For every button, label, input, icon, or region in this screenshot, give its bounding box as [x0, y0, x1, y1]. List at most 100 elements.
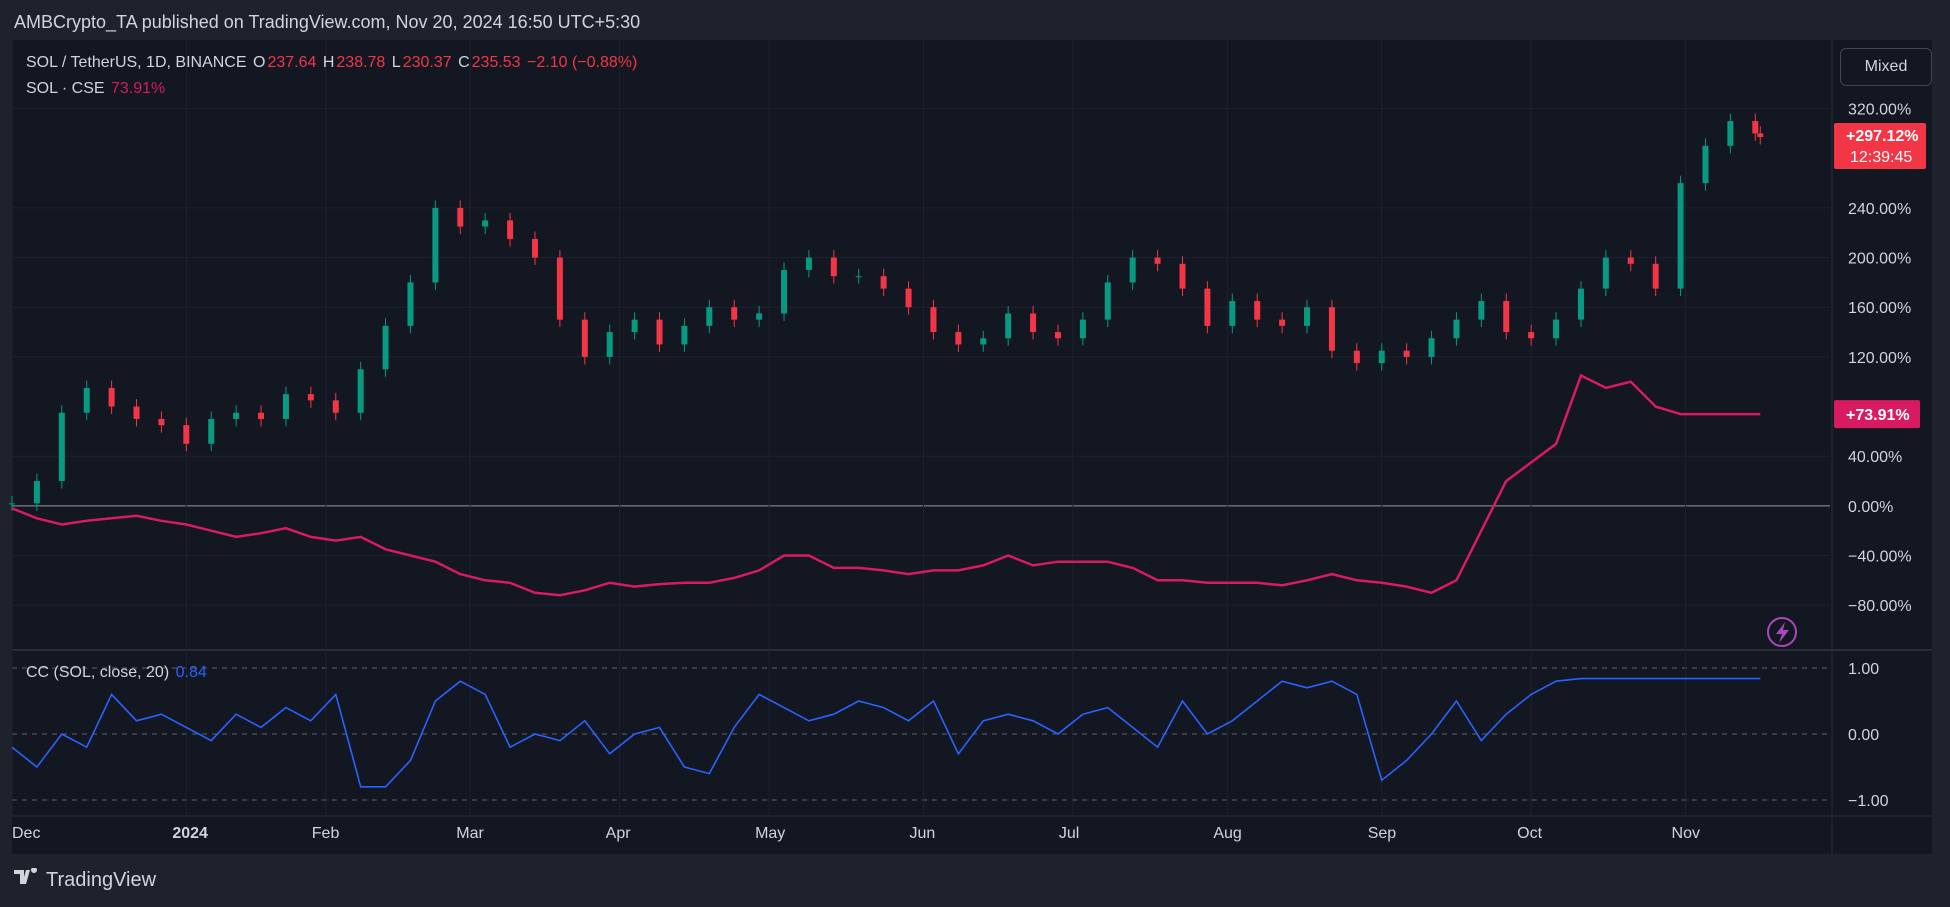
candle-body	[1553, 319, 1560, 339]
grid-lines	[11, 40, 1932, 854]
candle-body	[1702, 145, 1709, 184]
x-tick-label: Aug	[1213, 825, 1241, 842]
candle-body	[1054, 332, 1061, 339]
chart-background	[12, 40, 1932, 854]
candle-body	[1378, 350, 1385, 364]
x-tick-label: Dec	[12, 825, 40, 842]
y-tick-label: 200.00%	[1848, 251, 1911, 268]
compare-legend: SOL · CSE 73.91%	[26, 80, 167, 98]
main-plot	[9, 113, 1764, 597]
x-tick-label: Nov	[1672, 825, 1700, 842]
candle-body	[1005, 313, 1012, 339]
candle-body	[1403, 350, 1410, 357]
legend-h-value: 238.78	[336, 54, 386, 71]
candle-body	[1204, 288, 1211, 326]
footer-brand: TradingView	[46, 868, 157, 891]
lightning-icon-ring	[1767, 617, 1797, 647]
x-tick-label: Apr	[606, 825, 632, 842]
candle-body	[133, 406, 140, 419]
candle-body	[1279, 319, 1286, 326]
candle-body	[980, 338, 987, 345]
cc-y-tick-label: 0.00	[1848, 727, 1879, 744]
y-tick-label: −40.00%	[1848, 549, 1912, 566]
compare-badge	[1834, 400, 1920, 429]
candle-body	[930, 307, 937, 333]
candle-body	[1254, 301, 1261, 320]
candle-body	[1602, 257, 1609, 289]
candle-body	[1478, 301, 1485, 320]
candle-body	[905, 288, 912, 308]
lightning-icon	[1767, 617, 1797, 647]
candle-body	[1129, 257, 1136, 283]
legend-h-label: H	[322, 54, 335, 71]
candle-body	[9, 503, 15, 505]
legend-l-label: L	[391, 54, 401, 71]
cc-y-tick-label: 1.00	[1848, 661, 1879, 678]
candle-body	[183, 425, 190, 444]
candle-body	[1577, 288, 1584, 320]
legend-o-value: 237.64	[267, 54, 317, 71]
candle-body	[1652, 263, 1659, 289]
tradingview-logo-icon	[14, 867, 40, 892]
candle-body	[781, 270, 788, 314]
legend-l-value: 230.37	[402, 54, 452, 71]
candle-body	[955, 332, 962, 345]
compare-badge-pct: +73.91%	[1846, 407, 1910, 424]
cc-legend: CC (SOL, close, 20) 0.84	[26, 664, 209, 682]
compare-line	[11, 373, 1761, 597]
compare-symbol: SOL · CSE	[26, 80, 105, 97]
candle-body	[432, 207, 439, 283]
candle-body	[332, 400, 339, 413]
footer: TradingView	[14, 867, 157, 892]
candle-body	[706, 307, 713, 326]
legend-c-label: C	[458, 54, 470, 71]
candle-body	[1328, 307, 1335, 351]
candle-body	[656, 319, 663, 345]
candle-body	[1752, 121, 1759, 134]
axes: 320.00% 240.00% 200.00% 160.00% 120.00% 40.00…	[12, 102, 1926, 842]
cc-label: CC (SOL, close, 20)	[26, 664, 170, 681]
candle-body	[1503, 301, 1510, 333]
candle-body	[531, 238, 538, 258]
y-tick-label: 40.00%	[1848, 449, 1902, 466]
cc-plot	[11, 677, 1761, 788]
candle-body	[1304, 307, 1311, 326]
candle-body	[258, 412, 265, 419]
candle-body	[507, 220, 514, 239]
compare-value: 73.91%	[111, 80, 166, 97]
candle-body	[307, 394, 314, 401]
candle-body	[631, 319, 638, 333]
price-badge	[1834, 123, 1926, 170]
candle-body	[1079, 319, 1086, 339]
candle-body	[1528, 332, 1535, 339]
candle-body	[581, 319, 588, 357]
candle-body	[1627, 257, 1634, 264]
candle-body	[805, 257, 812, 270]
candle-body	[208, 418, 215, 444]
y-tick-label: −80.00%	[1848, 598, 1912, 615]
y-tick-label: 0.00%	[1848, 499, 1893, 516]
legend-o-label: O	[252, 54, 266, 71]
candle-body	[756, 313, 763, 320]
candle-body	[855, 276, 862, 278]
cc-y-tick-label: −1.00	[1848, 793, 1889, 810]
candle-body	[482, 220, 489, 227]
candle-body	[1229, 301, 1236, 326]
x-tick-label: Jul	[1059, 825, 1079, 842]
lightning-icon-bolt	[1776, 622, 1789, 643]
cc-value: 0.84	[175, 664, 207, 681]
candle-body	[108, 387, 115, 407]
candle-body	[158, 418, 165, 426]
candle-body	[1353, 350, 1360, 364]
candle-body	[1727, 121, 1734, 146]
x-tick-label: Sep	[1368, 825, 1397, 842]
x-tick-label: 2024	[172, 825, 208, 842]
price-badge-pct: +297.12%	[1846, 128, 1919, 145]
legend-c-value: 235.53	[471, 54, 521, 71]
candle-body	[830, 257, 837, 277]
candle-body	[606, 332, 613, 357]
scale-mode-button[interactable]: Mixed	[1840, 48, 1932, 86]
candle-body	[556, 257, 563, 320]
